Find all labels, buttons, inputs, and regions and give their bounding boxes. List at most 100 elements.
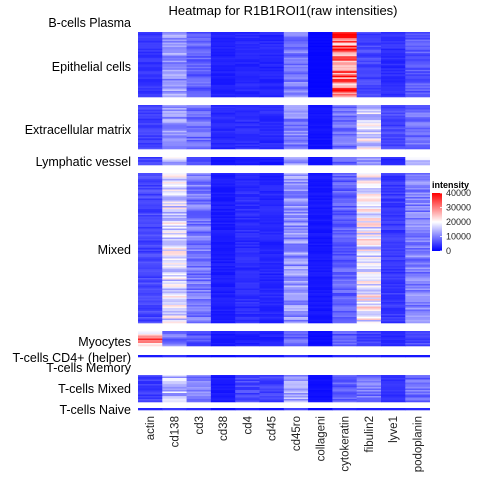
heatmap-cell bbox=[162, 161, 187, 164]
heatmap-cell bbox=[332, 276, 358, 279]
heatmap-cell bbox=[138, 338, 163, 341]
heatmap-cell bbox=[332, 255, 358, 258]
heatmap-cell bbox=[210, 54, 236, 57]
heatmap-cell bbox=[405, 263, 430, 265]
heatmap-cell bbox=[259, 133, 285, 136]
heatmap-cell bbox=[162, 270, 187, 273]
heatmap-cell bbox=[186, 72, 212, 75]
heatmap-cell bbox=[186, 51, 212, 54]
heatmap-cell bbox=[381, 78, 406, 81]
heatmap-cell bbox=[356, 379, 382, 382]
heatmap-cell bbox=[259, 48, 285, 51]
heatmap-cell bbox=[332, 139, 358, 142]
heatmap-cell bbox=[308, 141, 333, 144]
heatmap-cell bbox=[381, 56, 406, 58]
heatmap-cell bbox=[162, 375, 187, 377]
heatmap-cell bbox=[186, 42, 212, 45]
heatmap-cell bbox=[332, 320, 358, 322]
heatmap-cell bbox=[162, 42, 187, 45]
heatmap-cell bbox=[356, 384, 382, 386]
heatmap-cell bbox=[210, 130, 236, 133]
heatmap-cell bbox=[308, 279, 333, 282]
heatmap-cell bbox=[186, 381, 212, 383]
heatmap-cell bbox=[210, 117, 236, 119]
heatmap-cell bbox=[308, 147, 333, 150]
heatmap-cell bbox=[381, 132, 406, 135]
heatmap-cell bbox=[259, 321, 285, 324]
heatmap-cell bbox=[138, 108, 163, 110]
heatmap-cell bbox=[356, 281, 382, 283]
heatmap-cell bbox=[405, 118, 430, 121]
heatmap-cell bbox=[259, 390, 285, 392]
heatmap-cell bbox=[308, 95, 333, 98]
heatmap-cell bbox=[356, 42, 382, 45]
heatmap-cell bbox=[210, 106, 236, 109]
heatmap-cell bbox=[332, 225, 358, 228]
heatmap-cell bbox=[381, 221, 406, 223]
heatmap-cell bbox=[162, 118, 187, 121]
heatmap-cell bbox=[356, 264, 382, 267]
heatmap-cell bbox=[210, 297, 236, 300]
heatmap-cell bbox=[405, 179, 430, 181]
heatmap-cell bbox=[332, 243, 358, 246]
heatmap-cell bbox=[405, 266, 430, 268]
heatmap-cell bbox=[308, 195, 333, 198]
heatmap-cell bbox=[235, 126, 260, 129]
heatmap-cell bbox=[186, 95, 212, 98]
heatmap-cell bbox=[210, 209, 236, 211]
heatmap-cell bbox=[283, 394, 309, 397]
heatmap-cell bbox=[259, 93, 285, 96]
heatmap-cell bbox=[235, 311, 260, 313]
heatmap-cell bbox=[332, 47, 358, 49]
heatmap-cell bbox=[332, 343, 358, 345]
heatmap-cell bbox=[283, 115, 309, 118]
heatmap-cell bbox=[210, 118, 236, 121]
heatmap-cell bbox=[210, 127, 236, 130]
heatmap-cell bbox=[235, 200, 260, 202]
heatmap-cell bbox=[138, 288, 163, 291]
heatmap-cell bbox=[186, 237, 212, 240]
heatmap-cell bbox=[162, 80, 187, 83]
heatmap-cell bbox=[308, 129, 333, 132]
heatmap-cell bbox=[186, 93, 212, 96]
heatmap-cell bbox=[332, 42, 358, 45]
heatmap-cell bbox=[381, 145, 406, 148]
heatmap-cell bbox=[138, 272, 163, 274]
heatmap-cell bbox=[283, 32, 309, 34]
heatmap-cell bbox=[283, 207, 309, 210]
heatmap-cell bbox=[138, 90, 163, 93]
heatmap-cell bbox=[405, 195, 430, 198]
heatmap-cell bbox=[138, 269, 163, 271]
heatmap-cell bbox=[210, 135, 236, 138]
heatmap-cell bbox=[186, 355, 212, 358]
heatmap-cell bbox=[210, 375, 236, 377]
heatmap-cell bbox=[356, 231, 382, 234]
heatmap-cell bbox=[162, 234, 187, 237]
heatmap-cell bbox=[235, 59, 260, 62]
heatmap-cell bbox=[332, 222, 358, 225]
heatmap-cell bbox=[162, 288, 187, 291]
heatmap-cell bbox=[186, 69, 212, 72]
heatmap-cell bbox=[162, 399, 187, 401]
heatmap-cell bbox=[308, 86, 333, 89]
heatmap-block bbox=[138, 32, 430, 98]
heatmap-cell bbox=[138, 300, 163, 303]
heatmap-cell bbox=[283, 234, 309, 237]
heatmap-cell bbox=[356, 95, 382, 98]
heatmap-cell bbox=[138, 263, 163, 265]
heatmap-cell bbox=[308, 291, 333, 294]
heatmap-cell bbox=[283, 384, 309, 386]
heatmap-cell bbox=[283, 284, 309, 286]
heatmap-cell bbox=[162, 93, 187, 96]
heatmap-cell bbox=[138, 334, 163, 336]
heatmap-cell bbox=[381, 141, 406, 144]
heatmap-cell bbox=[381, 161, 406, 164]
heatmap-cell bbox=[356, 78, 382, 81]
heatmap-cell bbox=[283, 191, 309, 193]
heatmap-cell bbox=[405, 287, 430, 289]
heatmap-cell bbox=[162, 273, 187, 276]
heatmap-cell bbox=[405, 303, 430, 306]
heatmap-cell bbox=[138, 218, 163, 220]
heatmap-cell bbox=[381, 234, 406, 237]
heatmap-cell bbox=[332, 204, 358, 207]
